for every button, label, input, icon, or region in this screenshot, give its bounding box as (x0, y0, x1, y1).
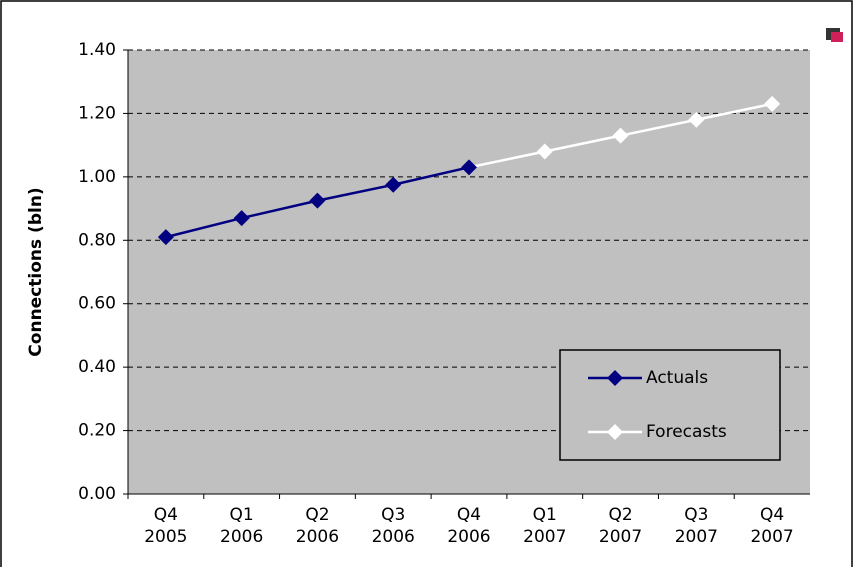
y-axis-title: Connections (bln) (26, 187, 46, 356)
y-tick-label: 0.40 (78, 357, 116, 377)
data-point (309, 192, 326, 209)
x-tick-label: Q2 2006 (295, 505, 340, 547)
x-tick-label: Q4 2005 (144, 505, 188, 547)
legend-marker (607, 424, 623, 440)
x-tick-label: Q1 2007 (523, 505, 567, 547)
data-point (233, 210, 250, 227)
y-tick-label: 0.20 (78, 421, 116, 441)
y-tick-label: 1.00 (78, 167, 116, 187)
data-point (688, 111, 705, 128)
y-tick-label: 0.00 (78, 484, 116, 504)
x-tick-label: Q2 2007 (598, 505, 643, 547)
data-point (385, 176, 402, 193)
legend-marker (607, 370, 623, 386)
data-point (764, 95, 781, 112)
y-tick-label: 1.20 (78, 103, 116, 123)
x-tick-label: Q3 2006 (371, 505, 415, 547)
data-point (157, 229, 174, 246)
x-tick-label: Q4 2007 (750, 505, 794, 547)
y-tick-label: 0.60 (78, 294, 116, 314)
legend (559, 349, 781, 461)
legend-label: Forecasts (646, 422, 727, 442)
data-point (536, 143, 553, 160)
x-tick-label: Q3 2007 (674, 505, 718, 547)
x-tick-label: Q1 2006 (220, 505, 264, 547)
legend-label: Actuals (646, 368, 708, 388)
y-tick-label: 1.40 (78, 40, 116, 60)
x-tick-label: Q4 2006 (447, 505, 491, 547)
data-point (461, 159, 477, 176)
icon (831, 32, 843, 42)
data-point (612, 127, 629, 144)
y-tick-label: 0.80 (78, 230, 116, 250)
